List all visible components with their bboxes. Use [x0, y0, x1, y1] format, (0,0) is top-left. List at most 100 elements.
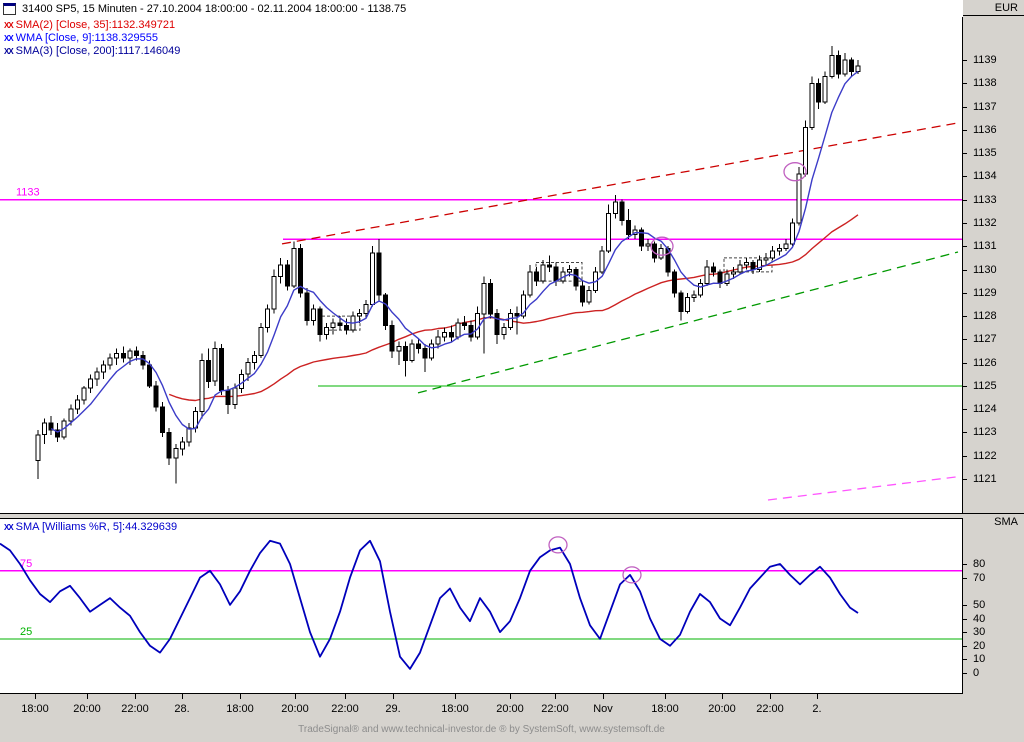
trendline[interactable] [767, 476, 959, 501]
indicator-axis-label: 0 [973, 667, 980, 679]
price-axis-label: 1127 [973, 333, 997, 345]
time-axis-tick [722, 694, 723, 699]
price-axis-label: 1134 [973, 170, 997, 182]
chart-window-icon[interactable] [3, 2, 16, 15]
williams-r-indicator-panel[interactable]: 75 25 XX SMA [Williams %R, 5]:44.329639 [0, 519, 963, 693]
time-axis-tick [455, 694, 456, 699]
price-axis-label: 1136 [973, 124, 997, 136]
price-axis-tick [963, 153, 967, 154]
indicator-axis-label: 20 [973, 640, 986, 652]
indicator-axis-label: 80 [973, 558, 986, 570]
time-axis-tick [295, 694, 296, 699]
time-axis-label: 20:00 [73, 703, 101, 715]
price-axis-label: 1139 [973, 54, 997, 66]
price-axis-tick [963, 479, 967, 480]
indicator-axis-tick [963, 619, 967, 620]
legend-label-wma9: WMA [Close, 9]:1138.329555 [15, 32, 158, 44]
indicator-axis-label: 10 [973, 653, 986, 665]
indicator-icon: XX [4, 21, 14, 30]
time-axis-label: 22:00 [541, 703, 569, 715]
price-axis-tick [963, 316, 967, 317]
annotation-circle[interactable] [650, 236, 674, 256]
candlestick-chart-canvas[interactable]: 1133 [0, 17, 962, 513]
sma-35-line [168, 214, 859, 402]
legend-item-sma200[interactable]: XX SMA(3) [Close, 200]:1117.146049 [4, 45, 180, 58]
time-axis-tick [510, 694, 511, 699]
main-price-chart[interactable]: 1133 XX SMA(2) [Close, 35]:1132.349721 XX… [0, 17, 963, 513]
chart-titlebar: 31400 SP5, 15 Minuten - 27.10.2004 18:00… [0, 0, 963, 17]
indicator-axis-label: 70 [973, 572, 986, 584]
price-axis-tick [963, 83, 967, 84]
level-label: 1133 [16, 187, 40, 199]
footer-credit-text: TradeSignal® and www.technical-investor.… [298, 724, 665, 735]
value-axis-column[interactable]: EUR SMA 1139 1138 1137 1136 1135 1134 1133 1132… [963, 0, 1024, 742]
time-axis-label: 22:00 [756, 703, 784, 715]
price-axis-label: 1138 [973, 77, 997, 89]
time-axis-label: 20:00 [281, 703, 309, 715]
time-axis-label: 2. [812, 703, 822, 715]
time-axis-label: 22:00 [331, 703, 359, 715]
annotation-circle[interactable] [548, 536, 568, 554]
indicator-axis-tick [963, 632, 967, 633]
time-axis-tick [87, 694, 88, 699]
annotation-circle[interactable] [622, 566, 642, 584]
price-axis-tick [963, 107, 967, 108]
price-axis-label: 1126 [973, 357, 997, 369]
time-axis-label: 29. [385, 703, 401, 715]
indicator-axis-title: SMA [963, 513, 1024, 530]
candlestick-series [35, 46, 861, 484]
indicator-canvas[interactable]: 75 25 [0, 519, 962, 693]
price-axis-label: 1131 [973, 240, 997, 252]
time-axis-tick [240, 694, 241, 699]
price-axis-tick [963, 409, 967, 410]
time-axis[interactable]: 18:00 20:00 22:00 28. 18:00 20:00 22:00 29. 18:0… [0, 693, 963, 722]
indicator-axis-tick [963, 673, 967, 674]
time-axis-tick [135, 694, 136, 699]
indicator-axis-tick [963, 605, 967, 606]
trendline[interactable] [417, 251, 959, 394]
time-axis-label: 20:00 [708, 703, 736, 715]
trendline[interactable] [281, 122, 959, 245]
price-axis-label: 1135 [973, 147, 997, 159]
price-axis-unit-label: EUR [963, 0, 1024, 16]
legend-item-wma9[interactable]: XX WMA [Close, 9]:1138.329555 [4, 32, 180, 45]
oscillator-level-label: 75 [20, 558, 32, 570]
indicator-axis-label: 30 [973, 626, 986, 638]
legend-label-sma35: SMA(2) [Close, 35]:1132.349721 [15, 19, 176, 31]
chart-title: 31400 SP5, 15 Minuten - 27.10.2004 18:00… [22, 2, 407, 15]
time-axis-tick [35, 694, 36, 699]
price-axis-label: 1121 [973, 473, 997, 485]
wma-9-line [50, 70, 859, 433]
annotation-circle[interactable] [783, 162, 807, 182]
panel-splitter[interactable] [0, 513, 963, 519]
time-axis-label: 20:00 [496, 703, 524, 715]
indicator-axis-tick [963, 659, 967, 660]
price-axis-tick [963, 456, 967, 457]
price-axis-label: 1130 [973, 264, 997, 276]
price-axis-tick [963, 386, 967, 387]
price-axis-label: 1133 [973, 194, 997, 206]
footer: TradeSignal® and www.technical-investor.… [0, 722, 963, 742]
price-axis-label: 1128 [973, 310, 997, 322]
price-axis-label: 1125 [973, 380, 997, 392]
price-axis-tick [963, 223, 967, 224]
time-axis-tick [817, 694, 818, 699]
indicator-axis-tick [963, 646, 967, 647]
time-axis-label: 18:00 [226, 703, 254, 715]
consolidation-box [535, 262, 583, 282]
price-axis-label: 1137 [973, 101, 997, 113]
price-axis-tick [963, 270, 967, 271]
legend-item-williams[interactable]: XX SMA [Williams %R, 5]:44.329639 [4, 521, 177, 533]
price-axis-label: 1132 [973, 217, 997, 229]
indicator-axis-tick [963, 578, 967, 579]
indicator-legend: XX SMA(2) [Close, 35]:1132.349721 XX WMA [… [4, 19, 180, 58]
time-axis-tick [555, 694, 556, 699]
price-axis-tick [963, 293, 967, 294]
price-axis-tick [963, 339, 967, 340]
indicator-axis-tick [963, 564, 967, 565]
indicator-axis-label: 40 [973, 613, 986, 625]
price-axis-tick [963, 246, 967, 247]
price-axis-tick [963, 200, 967, 201]
legend-item-sma35[interactable]: XX SMA(2) [Close, 35]:1132.349721 [4, 19, 180, 32]
time-axis-tick [182, 694, 183, 699]
